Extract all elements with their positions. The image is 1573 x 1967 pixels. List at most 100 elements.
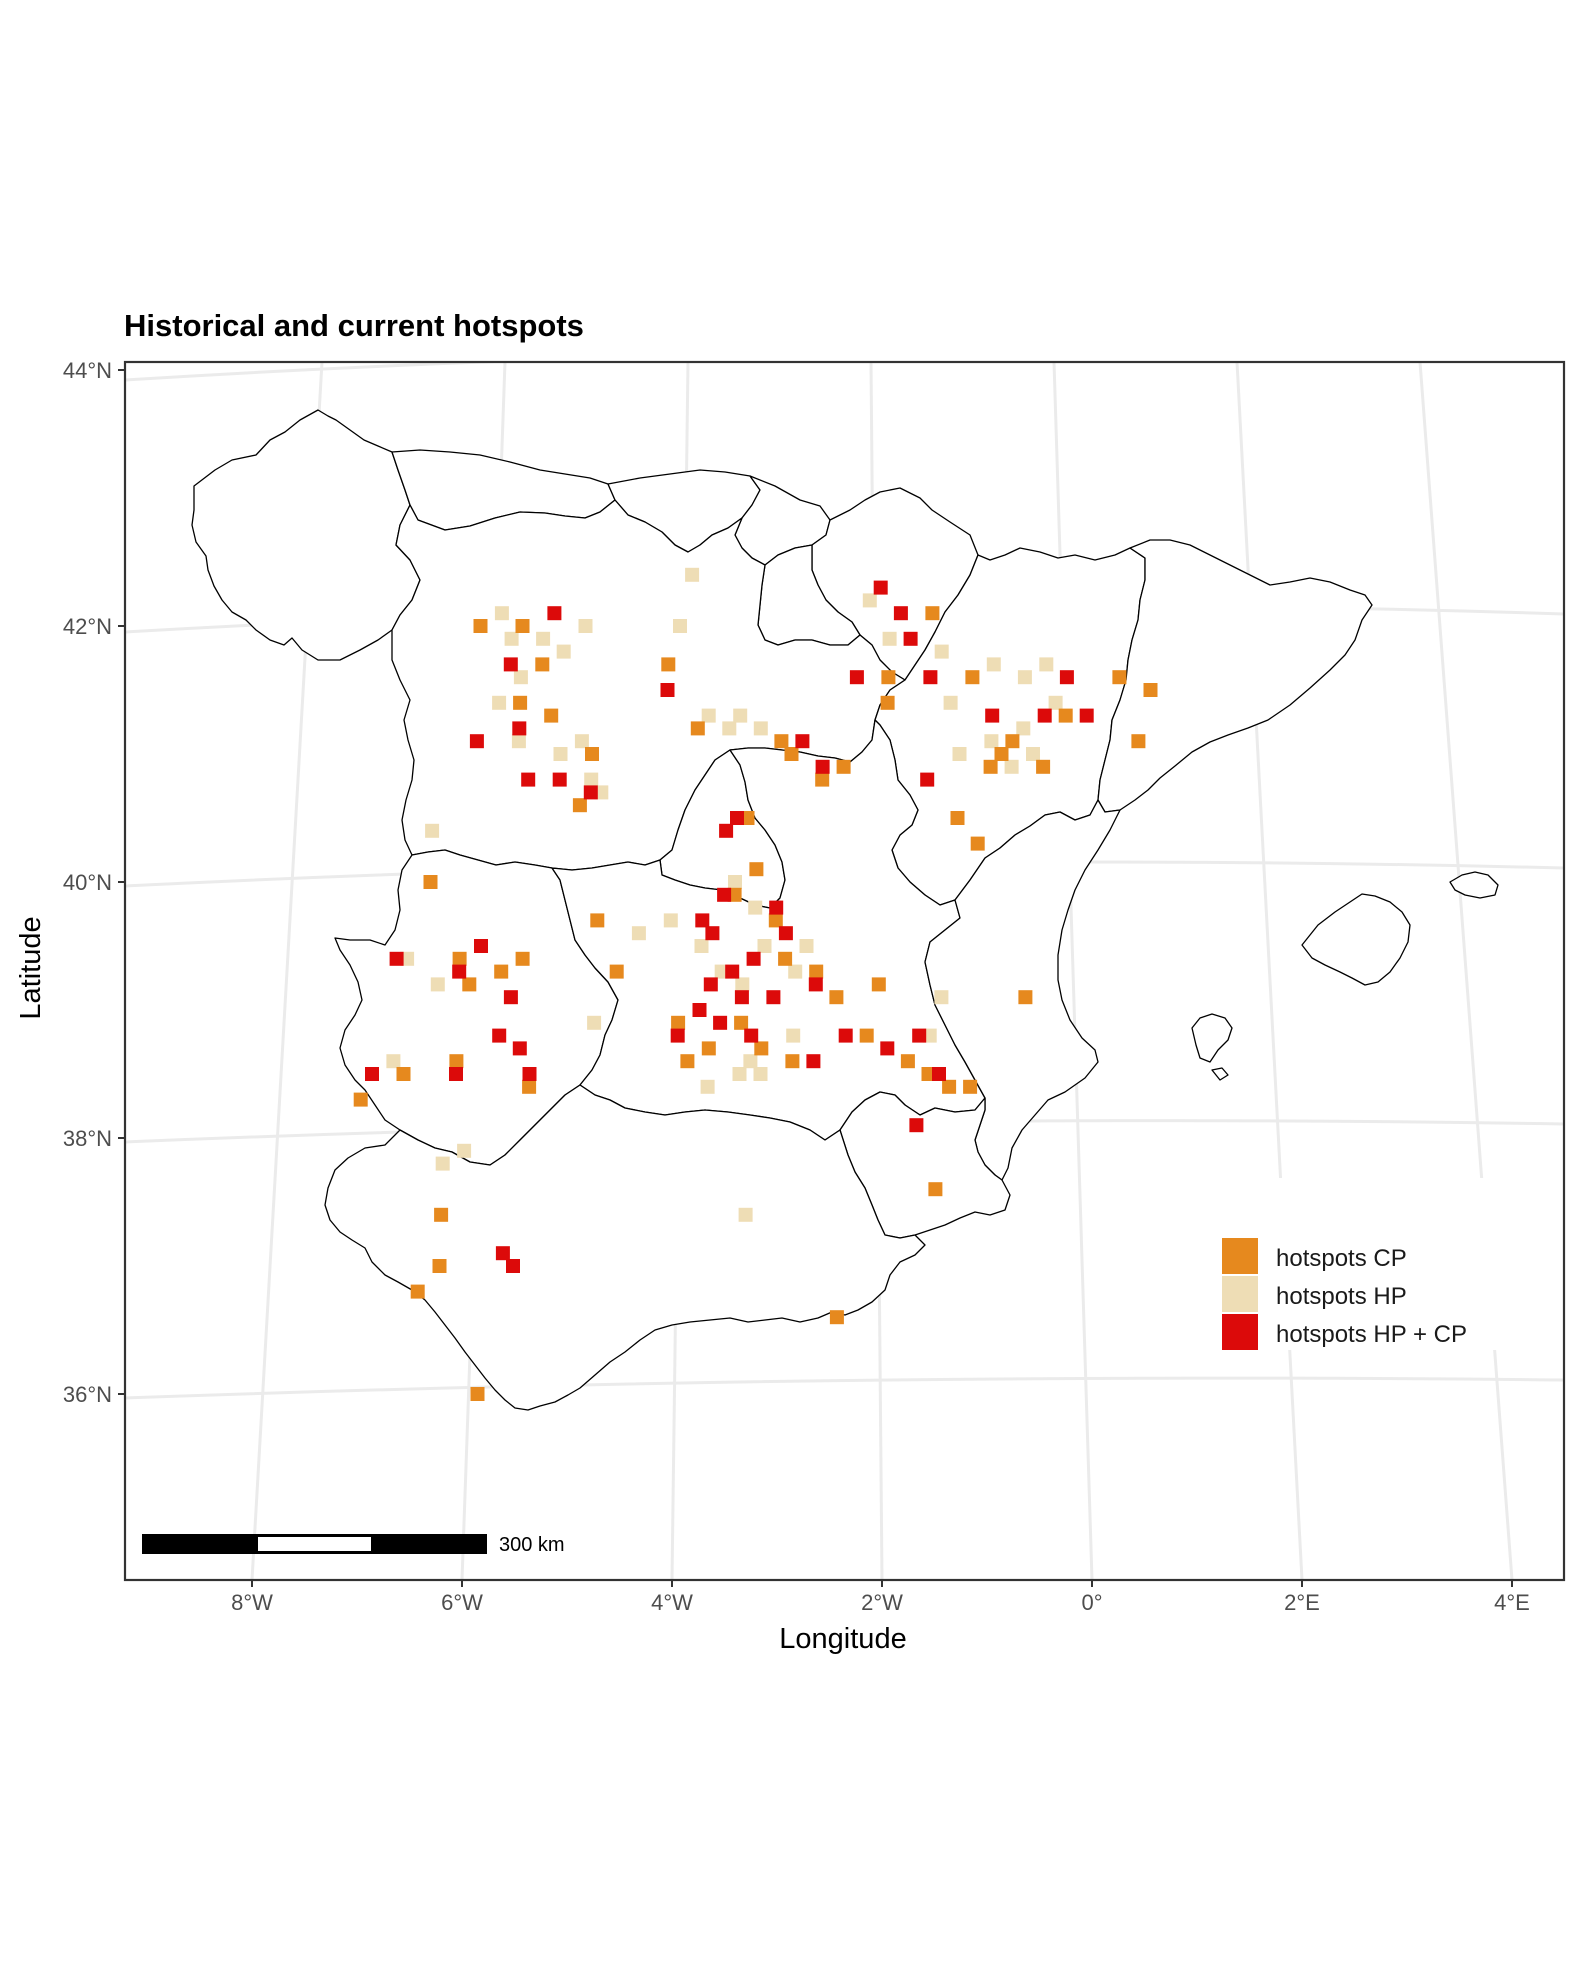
region-andalusia — [324, 1084, 926, 1411]
hotspot-hpcp-cell — [766, 990, 781, 1005]
hotspot-cp-cell — [462, 977, 477, 992]
hotspot-hp-cell — [513, 670, 528, 685]
legend-swatch-hpcp — [1222, 1314, 1258, 1350]
hotspot-hp-cell — [694, 939, 709, 953]
hotspot-cp-cell — [1005, 734, 1020, 749]
hotspot-hp-cell — [511, 734, 526, 749]
hotspot-hpcp-cell — [692, 1003, 707, 1017]
hotspot-cp-cell — [754, 1041, 769, 1056]
y-axis-title: Latitude — [15, 916, 47, 1019]
hotspot-hp-cell — [425, 823, 440, 838]
hotspot-cp-cell — [410, 1284, 425, 1299]
hotspot-hpcp-cell — [492, 1028, 507, 1043]
hotspot-cp-cell — [590, 913, 605, 928]
hotspot-hp-cell — [492, 695, 507, 710]
hotspot-cp-cell — [829, 1310, 844, 1325]
hotspot-cp-cell — [768, 913, 783, 928]
hotspot-cp-cell — [434, 1207, 449, 1222]
hotspot-cp-cell — [449, 1054, 464, 1069]
hotspot-cp-cell — [680, 1054, 695, 1069]
hotspot-hpcp-cell — [583, 785, 598, 800]
hotspot-hpcp-cell — [725, 964, 740, 979]
hotspot-hp-cell — [757, 939, 772, 953]
hotspot-hpcp-cell — [806, 1054, 821, 1069]
hotspot-hp-cell — [1016, 721, 1031, 736]
hotspot-hpcp-cell — [474, 939, 488, 953]
hotspot-hpcp-cell — [495, 1246, 510, 1261]
hotspot-cp-cell — [535, 657, 550, 672]
hotspot-hp-cell — [735, 977, 750, 992]
hotspot-hp-cell — [786, 1028, 801, 1043]
hotspot-hp-cell — [722, 721, 737, 736]
island-ibiza — [1191, 1013, 1233, 1063]
hotspot-hpcp-cell — [506, 1259, 520, 1273]
hotspot-cp-cell — [353, 1092, 368, 1107]
hotspot-cp-cell — [829, 990, 844, 1005]
hotspot-hp-cell — [1017, 670, 1032, 685]
hotspot-hp-cell — [494, 606, 509, 621]
hotspot-hp-cell — [728, 875, 742, 889]
hotspot-hp-cell — [738, 1207, 753, 1222]
hotspot-hp-cell — [882, 631, 897, 646]
x-tick-label: 4°W — [651, 1590, 693, 1615]
hotspot-cp-cell — [470, 1387, 485, 1401]
map-panel — [123, 360, 1566, 1582]
scale-bar-white-segment — [258, 1537, 371, 1551]
hotspot-hp-cell — [862, 593, 877, 608]
hotspot-cp-cell — [881, 670, 896, 685]
hotspot-hp-cell — [386, 1054, 401, 1069]
hotspot-hpcp-cell — [912, 1028, 927, 1043]
hotspot-hpcp-cell — [521, 772, 536, 787]
hotspot-cp-cell — [983, 759, 998, 774]
hotspot-cp-cell — [994, 747, 1009, 761]
hotspot-cp-cell — [925, 606, 940, 621]
hotspot-hp-cell — [631, 926, 646, 941]
hotspot-cp-cell — [515, 951, 530, 966]
hotspot-hpcp-cell — [703, 977, 718, 992]
hotspot-cp-cell — [965, 670, 980, 685]
hotspot-hpcp-cell — [695, 913, 710, 928]
hotspot-hpcp-cell — [909, 1118, 924, 1133]
hotspot-cp-cell — [585, 747, 599, 761]
hotspot-hp-cell — [733, 708, 748, 723]
hotspot-hp-cell — [663, 913, 678, 928]
hotspot-hp-cell — [578, 619, 593, 633]
hotspot-hpcp-cell — [746, 951, 761, 966]
hotspot-cp-cell — [671, 1015, 686, 1030]
hotspot-cp-cell — [734, 1015, 749, 1030]
hotspot-cp-cell — [661, 657, 676, 672]
hotspot-cp-cell — [784, 747, 799, 761]
hotspot-hpcp-cell — [365, 1067, 379, 1081]
hotspot-cp-cell — [900, 1054, 915, 1069]
x-axis-title: Longitude — [779, 1623, 906, 1655]
hotspot-hpcp-cell — [744, 1028, 759, 1043]
hotspot-cp-cell — [1131, 734, 1146, 749]
hotspot-hp-cell — [1026, 747, 1040, 761]
hotspot-hpcp-cell — [1079, 708, 1094, 723]
hotspot-cp-cell — [494, 964, 509, 979]
hotspot-cp-cell — [859, 1028, 874, 1043]
hotspot-hpcp-cell — [873, 580, 888, 595]
hotspot-hpcp-cell — [389, 951, 404, 966]
hotspot-cp-cell — [880, 695, 895, 710]
hotspot-cp-cell — [836, 759, 851, 774]
hotspot-hpcp-cell — [985, 708, 1000, 723]
hotspot-cp-cell — [396, 1067, 411, 1081]
hotspot-cp-cell — [942, 1079, 957, 1094]
hotspot-hpcp-cell — [769, 900, 784, 915]
hotspot-hpcp-cell — [503, 657, 518, 672]
hotspot-hp-cell — [743, 1054, 758, 1069]
hotspot-cp-cell — [1036, 759, 1051, 774]
hotspot-hpcp-cell — [469, 734, 484, 749]
hotspot-hp-cell — [1048, 695, 1063, 710]
hotspot-hpcp-cell — [452, 964, 467, 979]
x-axis: 8°W 6°W 4°W 2°W 0° 2°E 4°E Longitude — [231, 1580, 1530, 1655]
meridian-4e — [1418, 362, 1514, 1580]
hotspot-hpcp-cell — [552, 772, 567, 787]
hotspot-hp-cell — [435, 1156, 450, 1171]
legend-label-cp: hotspots CP — [1276, 1245, 1407, 1272]
hotspot-hpcp-cell — [808, 977, 823, 992]
legend-background — [1210, 1178, 1500, 1350]
hotspot-cells — [353, 567, 1158, 1401]
hotspot-hpcp-cell — [449, 1067, 463, 1081]
